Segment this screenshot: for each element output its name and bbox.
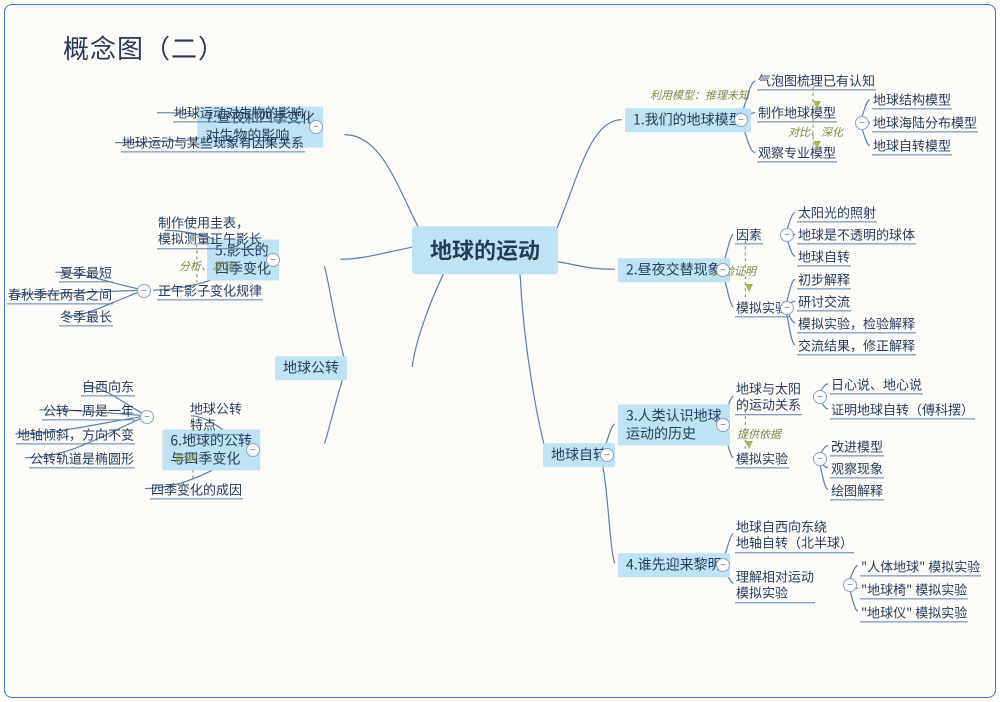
expand-toggle-icon[interactable]: − bbox=[780, 228, 794, 242]
arrow-icon bbox=[813, 141, 821, 149]
leaf-node: "地球椅" 模拟实验 bbox=[860, 580, 968, 599]
leaf-node: 因素 bbox=[735, 225, 763, 244]
leaf-node: 地球运动与某些现象有因果关系 bbox=[121, 133, 305, 152]
expand-toggle-icon[interactable]: − bbox=[246, 443, 260, 457]
leaf-node: "人体地球" 模拟实验 bbox=[860, 557, 981, 576]
topic-node: 4.谁先迎来黎明 bbox=[618, 553, 730, 577]
leaf-node: 地球自转模型 bbox=[872, 136, 952, 155]
arrow-icon bbox=[813, 101, 821, 109]
leaf-node: 公转一周是一年 bbox=[42, 401, 135, 420]
arrow-icon bbox=[745, 284, 753, 292]
leaf-node: 冬季最长 bbox=[59, 307, 113, 326]
leaf-node: 地球是不透明的球体 bbox=[797, 225, 916, 244]
expand-toggle-icon[interactable]: − bbox=[309, 120, 323, 134]
leaf-node: 正午影子变化规律 bbox=[157, 281, 263, 300]
expand-toggle-icon[interactable]: − bbox=[600, 448, 614, 462]
leaf-node: 日心说、地心说 bbox=[830, 375, 923, 394]
leaf-node: 制作地球模型 bbox=[757, 103, 837, 122]
leaf-node: 自西向东 bbox=[81, 377, 135, 396]
leaf-node: 四季变化的成因 bbox=[150, 480, 243, 499]
leaf-node: 地球自转 bbox=[797, 247, 851, 266]
leaf-node: 地球公转特点 bbox=[189, 399, 243, 435]
expand-toggle-icon[interactable]: − bbox=[716, 418, 730, 432]
topic-node: 3.人类认识地球运动的历史 bbox=[618, 405, 730, 446]
leaf-node: 研讨交流 bbox=[797, 292, 851, 311]
hint-label: 分析、发现 bbox=[178, 259, 235, 275]
leaf-node: 地球自西向东绕地轴自转（北半球） bbox=[735, 517, 854, 553]
hint-label: 利用模型：推理未知 bbox=[649, 88, 750, 104]
leaf-node: 模拟实验，检验解释 bbox=[797, 314, 916, 333]
expand-toggle-icon[interactable]: − bbox=[843, 578, 857, 592]
topic-node: 1.我们的地球模型 bbox=[625, 108, 751, 132]
leaf-node: 太阳光的照射 bbox=[797, 203, 877, 222]
leaf-node: 证明地球自转（傅科摆） bbox=[830, 400, 975, 419]
leaf-node: 地球海陆分布模型 bbox=[872, 113, 978, 132]
leaf-node: 地球与太阳的运动关系 bbox=[735, 379, 802, 415]
leaf-node: 夏季最短 bbox=[59, 263, 113, 282]
leaf-node: 观察专业模型 bbox=[757, 143, 837, 162]
leaf-node: 模拟实验 bbox=[735, 449, 789, 468]
leaf-node: 地球结构模型 bbox=[872, 90, 952, 109]
leaf-node: 交流结果，修正解释 bbox=[797, 336, 916, 355]
leaf-node: 理解相对运动模拟实验 bbox=[735, 567, 815, 603]
leaf-node: 地轴倾斜，方向不变 bbox=[16, 425, 135, 444]
expand-toggle-icon[interactable]: − bbox=[813, 452, 827, 466]
expand-toggle-icon[interactable]: − bbox=[137, 284, 151, 298]
expand-toggle-icon[interactable]: − bbox=[813, 390, 827, 404]
expand-toggle-icon[interactable]: − bbox=[266, 253, 280, 267]
page-title: 概念图（二） bbox=[63, 29, 225, 66]
leaf-node: "地球仪" 模拟实验 bbox=[860, 603, 968, 622]
hint-label: 对比、深化 bbox=[787, 125, 844, 141]
root-node: 地球的运动 bbox=[412, 226, 558, 274]
leaf-node: 地球运动对生物的影响 bbox=[173, 103, 305, 122]
arrow-icon bbox=[745, 441, 753, 449]
expand-toggle-icon[interactable]: − bbox=[855, 116, 869, 130]
leaf-node: 绘图解释 bbox=[830, 481, 884, 500]
leaf-node: 初步解释 bbox=[797, 270, 851, 289]
leaf-node: 观察现象 bbox=[830, 459, 884, 478]
hint-label: 影响 bbox=[173, 451, 197, 467]
leaf-node: 公转轨道是椭圆形 bbox=[29, 449, 135, 468]
leaf-node: 制作使用圭表，模拟测量正午影长 bbox=[157, 213, 263, 249]
topic-node: 地球公转 bbox=[275, 356, 347, 380]
mindmap-canvas: 概念图（二） 地球的运动1.我们的地球模型2.昼夜交替现象3.人类认识地球运动的… bbox=[5, 5, 995, 697]
leaf-node: 春秋季在两者之间 bbox=[7, 285, 113, 304]
expand-toggle-icon[interactable]: − bbox=[780, 301, 794, 315]
hint-label: 提供依据 bbox=[736, 427, 782, 443]
leaf-node: 气泡图梳理已有认知 bbox=[757, 71, 876, 90]
expand-toggle-icon[interactable]: − bbox=[716, 558, 730, 572]
expand-toggle-icon[interactable]: − bbox=[734, 113, 748, 127]
expand-toggle-icon[interactable]: − bbox=[716, 263, 730, 277]
leaf-node: 改进模型 bbox=[830, 437, 884, 456]
expand-toggle-icon[interactable]: − bbox=[140, 410, 154, 424]
